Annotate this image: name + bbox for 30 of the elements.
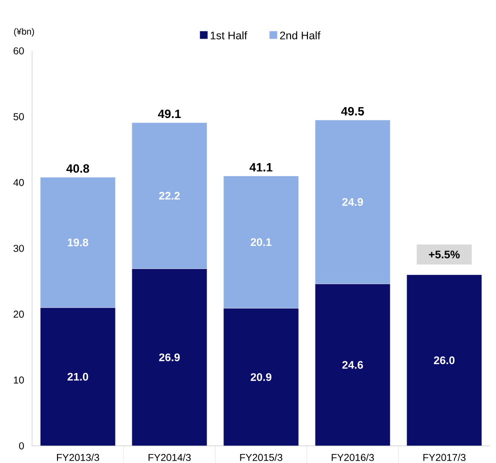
total-label: 49.5 xyxy=(341,106,364,116)
x-tick-label: FY2014/3 xyxy=(148,454,191,462)
x-tick-label: FY2016/3 xyxy=(332,454,374,462)
data-label: 21.0 xyxy=(68,372,88,381)
bar xyxy=(406,274,482,446)
y-tick-label: 60 xyxy=(14,47,24,54)
legend-label: 1st Half xyxy=(210,31,248,40)
y-tick-label: 40 xyxy=(13,179,24,186)
total-label: 41.1 xyxy=(250,163,272,172)
total-label: 49.1 xyxy=(158,110,181,118)
y-tick-label: 20 xyxy=(14,310,24,318)
data-label: 20.9 xyxy=(250,373,272,381)
y-tick-label: 0 xyxy=(19,442,24,450)
x-tick-label: FY2015/3 xyxy=(240,454,282,462)
y-tick-label: 30 xyxy=(14,244,24,252)
x-tick-label: FY2017/3 xyxy=(423,454,466,462)
data-label: 26.9 xyxy=(159,353,180,362)
y-axis-title: (¥bn) xyxy=(14,28,34,36)
data-label: 26.0 xyxy=(434,356,454,364)
data-label: 22.2 xyxy=(159,192,180,200)
data-label: 24.6 xyxy=(342,361,363,369)
y-tick-label: 50 xyxy=(14,113,24,120)
x-tick-label: FY2013/3 xyxy=(56,454,100,462)
data-label: 19.8 xyxy=(68,238,88,246)
data-label: 20.1 xyxy=(250,238,272,246)
y-tick-label: 10 xyxy=(14,376,24,384)
annotation: +5.5% xyxy=(428,250,460,258)
legend-label: 2nd Half xyxy=(280,31,320,40)
data-label: 24.9 xyxy=(342,198,363,206)
total-label: 40.8 xyxy=(66,164,90,173)
